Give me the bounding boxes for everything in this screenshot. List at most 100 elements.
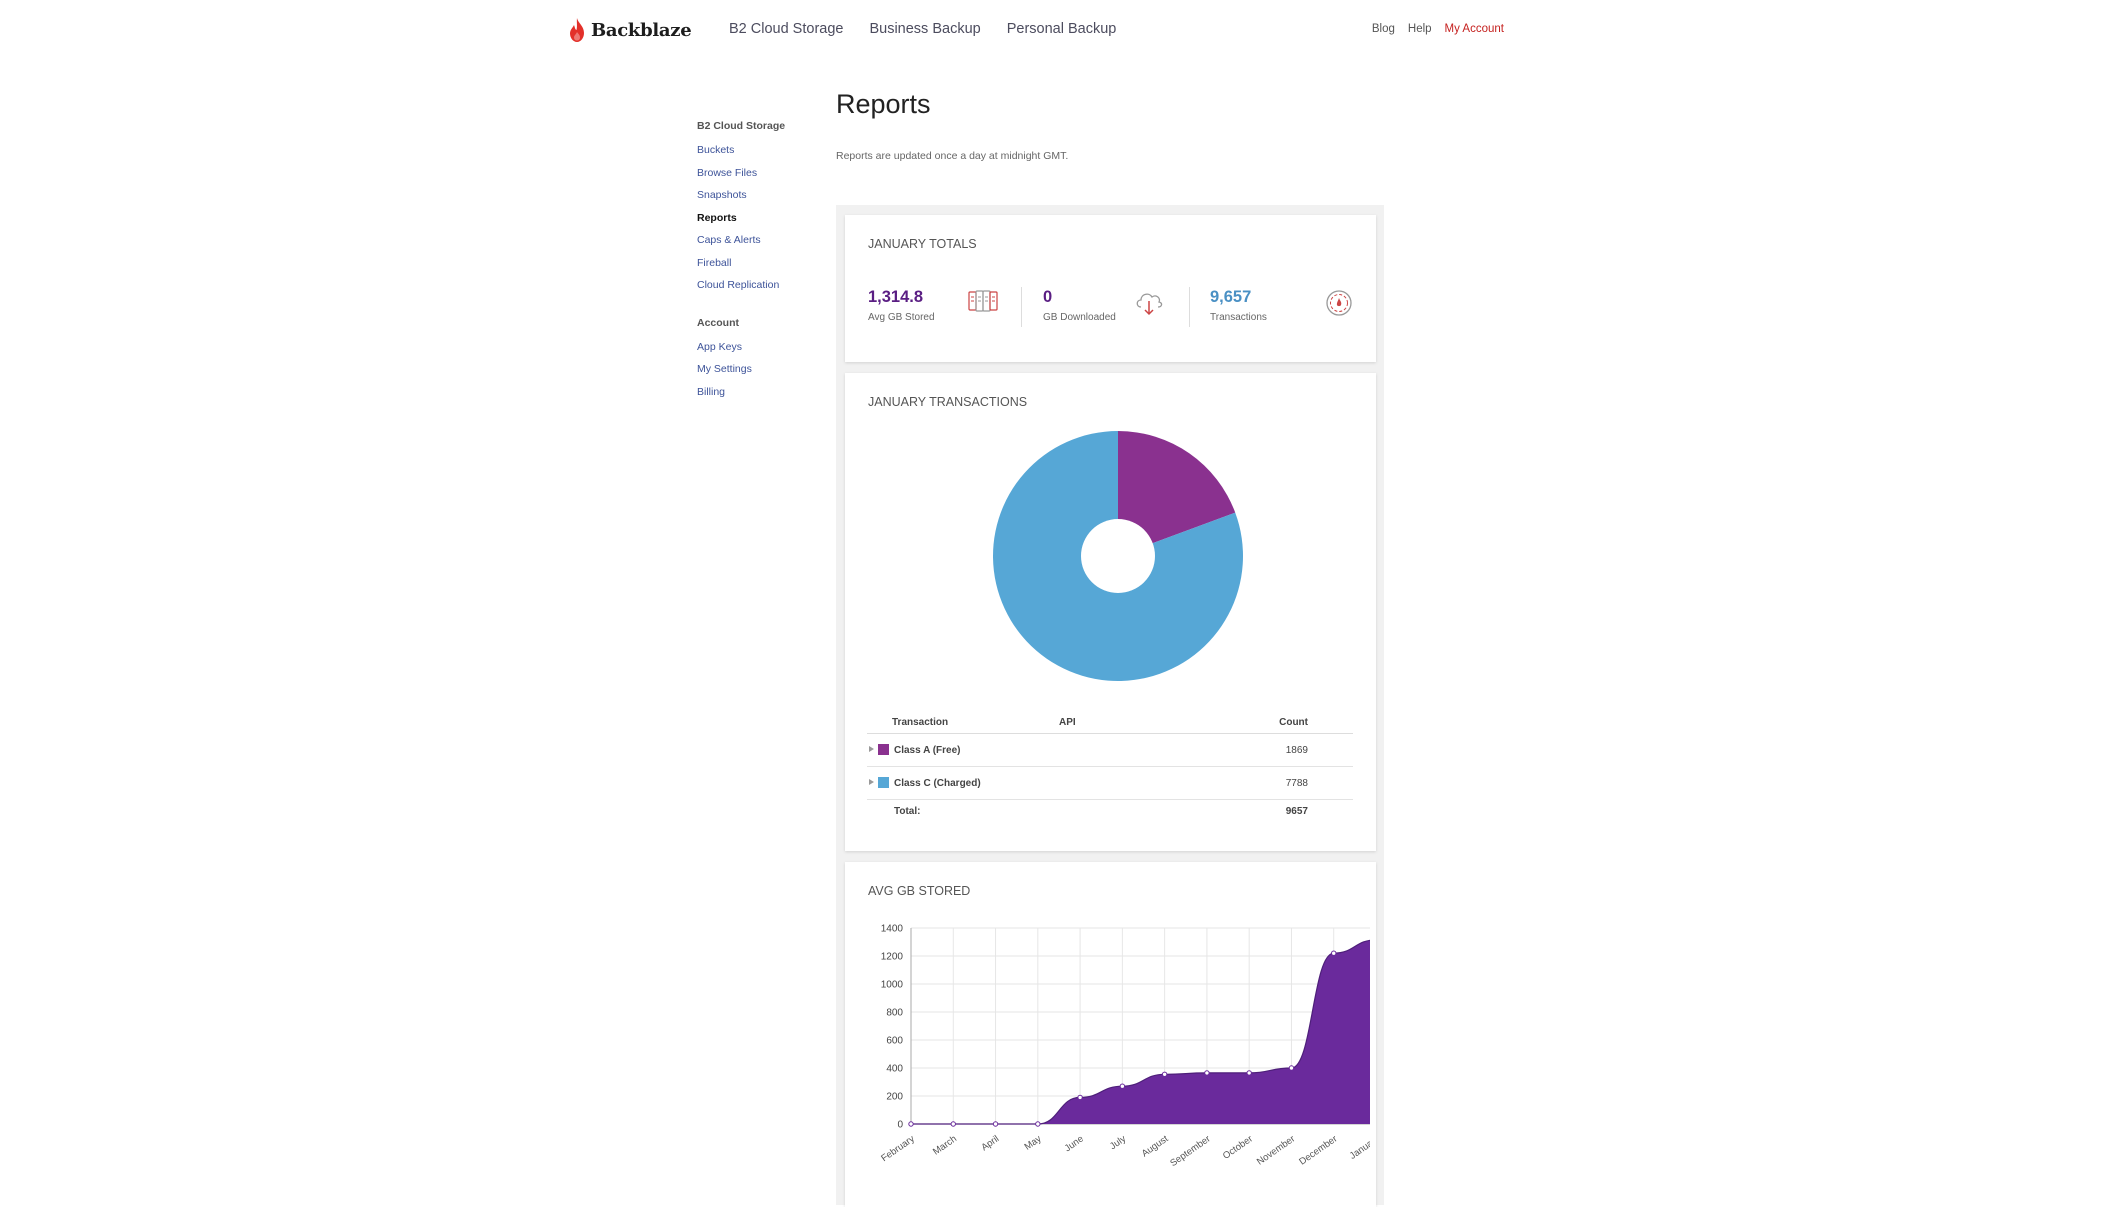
utility-nav: Blog Help My Account [1372, 23, 1504, 35]
data-point-april[interactable] [992, 1121, 999, 1127]
expand-caret-icon[interactable] [869, 746, 874, 752]
nav-my-account[interactable]: My Account [1444, 23, 1504, 35]
stat-divider [1021, 287, 1022, 327]
sidebar-section-account: Account [697, 316, 739, 329]
transactions-table: Transaction API Count Class A (Free) 186… [867, 713, 1353, 824]
stat-value: 1,314.8 [868, 288, 924, 306]
area-fill [911, 940, 1370, 1124]
y-tick-label: 1400 [881, 924, 904, 935]
stat-transactions: 9,657 Transactions [1210, 287, 1267, 323]
data-point-march[interactable] [950, 1121, 956, 1127]
x-tick-label: October [1221, 1133, 1255, 1161]
x-tick-label: August [1140, 1133, 1171, 1159]
x-tick-label: July [1108, 1133, 1128, 1152]
y-tick-label: 600 [886, 1036, 903, 1047]
data-point-august[interactable] [1161, 1071, 1168, 1078]
data-point-september[interactable] [1204, 1070, 1210, 1076]
x-tick-label: January [1348, 1133, 1370, 1162]
x-tick-label: November [1255, 1133, 1297, 1167]
table-row-total: Total: 9657 [867, 800, 1353, 824]
sidebar-item-app-keys[interactable]: App Keys [697, 340, 742, 353]
data-point-november[interactable] [1288, 1065, 1295, 1071]
x-tick-label: March [931, 1133, 959, 1157]
total-label: Total: [894, 806, 921, 817]
header-api: API [1059, 717, 1076, 728]
x-tick-label: April [979, 1133, 1001, 1153]
sidebar-item-my-settings[interactable]: My Settings [697, 363, 752, 375]
row-count: 1869 [1285, 745, 1308, 756]
legend-swatch [878, 777, 889, 788]
x-tick-label: February [879, 1133, 917, 1164]
stat-avg-gb-stored: 1,314.8 Avg GB Stored [868, 287, 935, 323]
transactions-gauge-icon [1326, 290, 1352, 316]
data-point-june[interactable] [1077, 1094, 1083, 1101]
legend-swatch [878, 744, 889, 755]
header-count: Count [1279, 717, 1308, 728]
cloud-download-icon [1136, 293, 1163, 316]
nav-b2-cloud-storage[interactable]: B2 Cloud Storage [729, 21, 844, 37]
y-tick-label: 800 [886, 1008, 903, 1019]
donut-hole [1081, 519, 1155, 593]
data-point-july[interactable] [1119, 1083, 1126, 1089]
primary-nav: B2 Cloud Storage Business Backup Persona… [729, 21, 1116, 37]
sidebar-item-snapshots[interactable]: Snapshots [697, 189, 747, 201]
totals-title: JANUARY TOTALS [868, 237, 977, 251]
y-tick-label: 1200 [881, 952, 904, 963]
x-tick-label: June [1063, 1133, 1086, 1154]
stat-gb-downloaded: 0 GB Downloaded [1043, 287, 1116, 323]
january-totals-card: JANUARY TOTALS 1,314.8 Avg GB Stored 0 G… [845, 215, 1376, 362]
y-tick-label: 200 [886, 1092, 903, 1103]
sidebar-item-browse-files[interactable]: Browse Files [697, 166, 758, 179]
x-tick-label: December [1297, 1133, 1339, 1167]
y-tick-label: 400 [886, 1064, 903, 1075]
sidebar-item-reports[interactable]: Reports [697, 211, 737, 224]
data-point-december[interactable] [1331, 950, 1337, 956]
stat-label: GB Downloaded [1043, 312, 1116, 323]
sidebar-section-b2: B2 Cloud Storage [697, 120, 786, 132]
table-row-class-a[interactable]: Class A (Free) 1869 [867, 734, 1353, 767]
page-title: Reports [836, 89, 931, 119]
row-count: 7788 [1285, 778, 1308, 789]
avg-gb-stored-area-chart: 0 200 400 600 800 1000 1200 1400 February March Ap… [879, 924, 1370, 1169]
y-tick-label: 1000 [881, 980, 904, 991]
row-name: Class A (Free) [894, 745, 961, 756]
total-count: 9657 [1285, 806, 1308, 817]
stored-title: AVG GB STORED [868, 884, 971, 898]
data-point-february[interactable] [908, 1121, 914, 1127]
x-tick-label: May [1023, 1133, 1044, 1152]
stat-label: Transactions [1210, 312, 1267, 323]
flame-logo-icon [570, 18, 584, 42]
nav-personal-backup[interactable]: Personal Backup [1006, 21, 1117, 37]
sidebar-item-cloud-replication[interactable]: Cloud Replication [697, 279, 780, 291]
brand-name: Backblaze [591, 19, 692, 41]
stat-value: 0 [1043, 288, 1053, 306]
sidebar-item-billing[interactable]: Billing [697, 385, 726, 398]
update-note: Reports are updated once a day at midnig… [836, 150, 1069, 162]
stat-divider [1189, 287, 1190, 327]
expand-caret-icon[interactable] [869, 779, 874, 785]
nav-blog[interactable]: Blog [1371, 23, 1395, 35]
row-name: Class C (Charged) [894, 778, 981, 789]
y-tick-label: 0 [897, 1120, 903, 1131]
sidebar-item-caps-alerts[interactable]: Caps & Alerts [697, 234, 761, 246]
stat-value: 9,657 [1210, 288, 1252, 306]
backblaze-logo[interactable]: Backblaze [568, 17, 692, 43]
january-transactions-card: JANUARY TRANSACTIONS Transaction API Cou… [845, 373, 1376, 851]
sidebar: B2 Cloud Storage Buckets Browse Files Sn… [697, 120, 827, 406]
stat-label: Avg GB Stored [868, 312, 935, 323]
header-transaction: Transaction [892, 717, 949, 728]
sidebar-item-buckets[interactable]: Buckets [697, 144, 735, 156]
table-header: Transaction API Count [867, 713, 1353, 734]
pie-slice-class-a[interactable] [1118, 431, 1236, 556]
sidebar-item-fireball[interactable]: Fireball [697, 256, 732, 269]
table-row-class-c[interactable]: Class C (Charged) 7788 [867, 767, 1353, 800]
avg-gb-stored-card: AVG GB STORED 0 200 400 600 800 1000 1200 1400 F… [845, 862, 1376, 1207]
storage-drives-icon [968, 290, 998, 312]
data-point-october[interactable] [1246, 1070, 1252, 1076]
data-point-may[interactable] [1035, 1121, 1041, 1127]
nav-business-backup[interactable]: Business Backup [869, 21, 981, 37]
nav-help[interactable]: Help [1407, 23, 1432, 35]
transactions-title: JANUARY TRANSACTIONS [868, 395, 1028, 409]
transactions-donut-chart [993, 431, 1243, 681]
x-tick-label: September [1168, 1133, 1212, 1169]
